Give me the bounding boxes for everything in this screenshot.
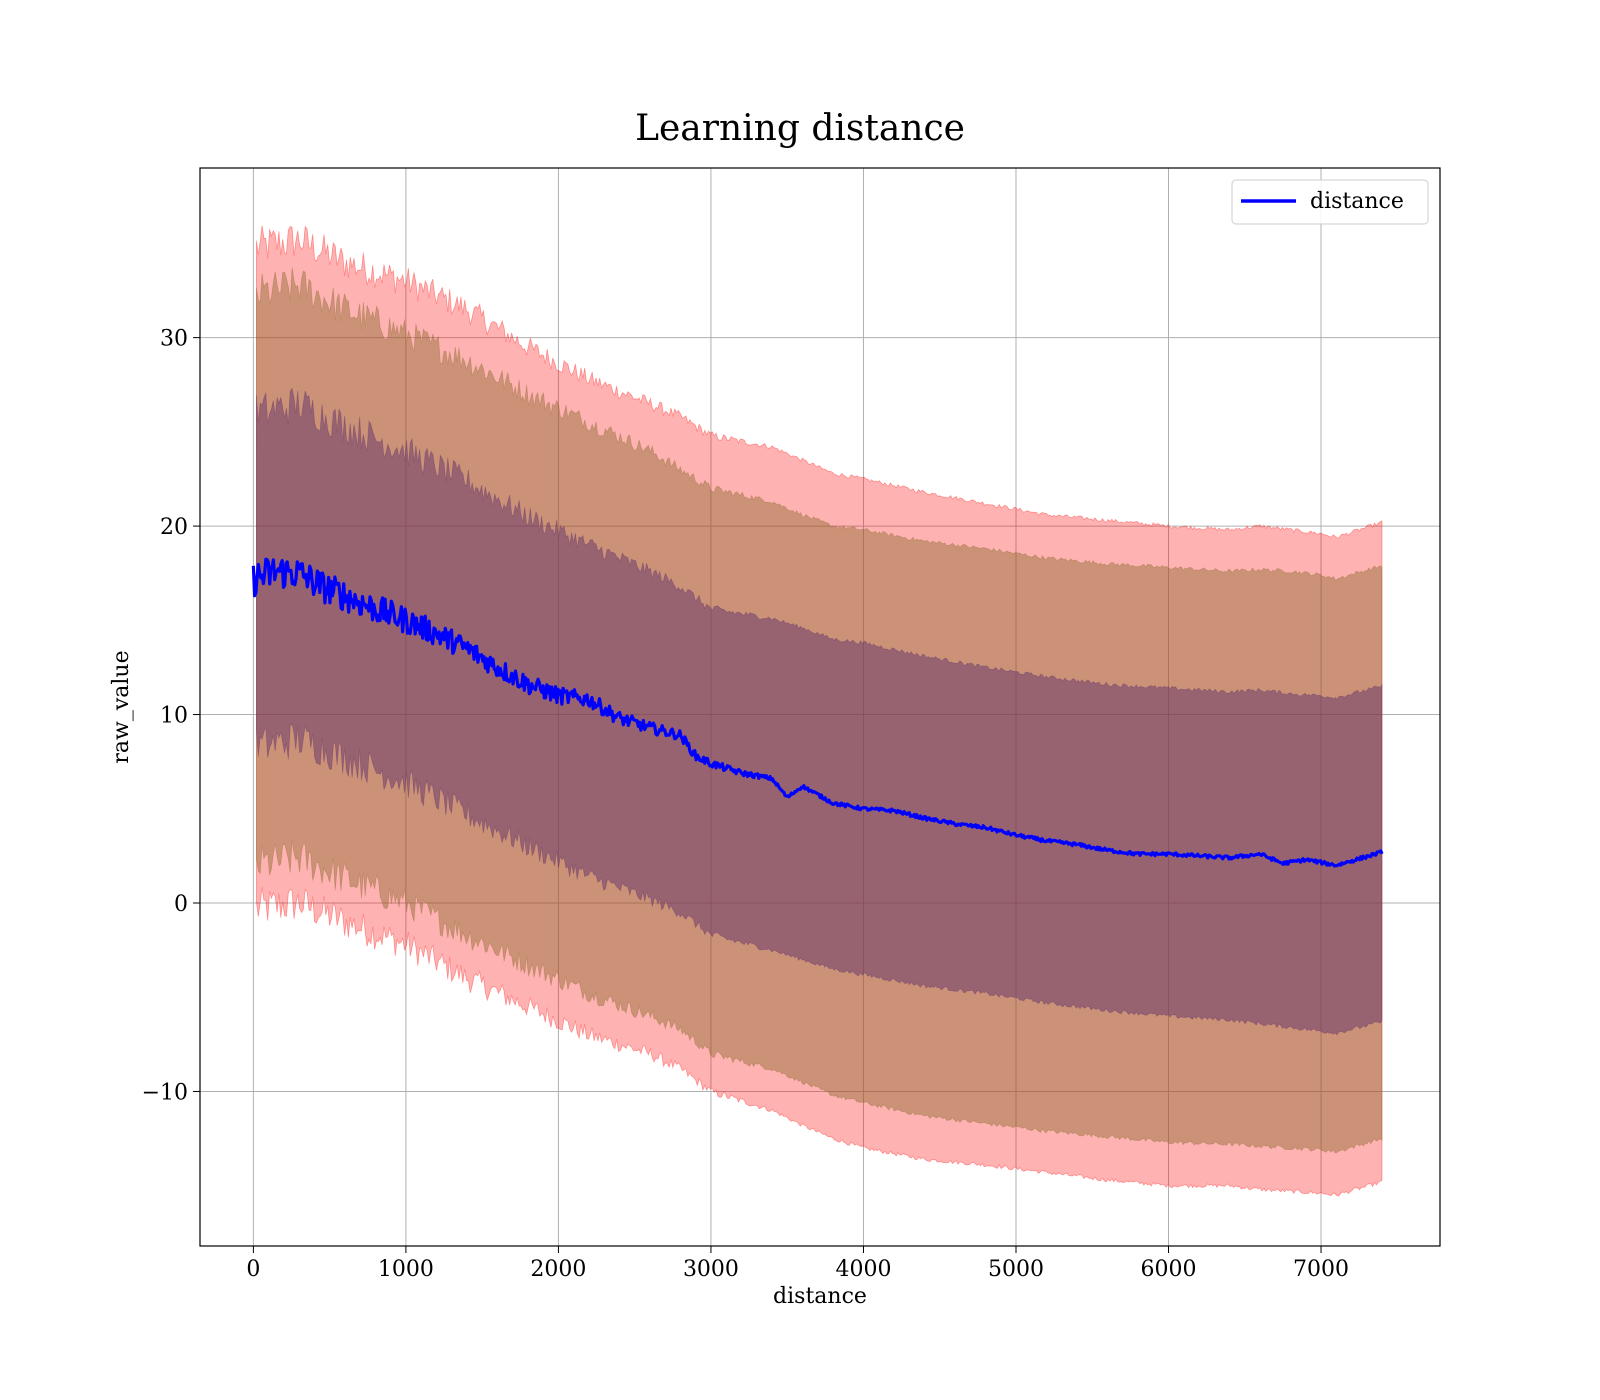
y-tick-label: 20 [160,515,188,540]
grid-lines [200,168,1440,1246]
x-tick-label: 4000 [835,1257,891,1282]
y-tick-label: −10 [142,1080,188,1105]
x-tick-label: 2000 [530,1257,586,1282]
confidence-bands [255,225,1383,1197]
band-inner [255,387,1383,1036]
x-axis-ticks: 0 1000 2000 3000 4000 5000 6000 7000 [246,1246,1349,1282]
x-tick-label: 1000 [378,1257,434,1282]
band-middle [255,267,1383,1154]
y-tick-label: 0 [174,892,188,917]
chart-title: Learning distance [635,108,965,149]
y-tick-label: 10 [160,704,188,729]
x-tick-label: 3000 [683,1257,739,1282]
y-tick-label: 30 [160,327,188,352]
plot-frame [199,167,1441,1247]
legend: distance [1231,179,1429,225]
x-axis-label: distance [773,1284,867,1309]
legend-box [1231,179,1429,225]
x-tick-label: 5000 [988,1257,1044,1282]
y-axis-label: raw_value [109,650,134,763]
legend-label: distance [1310,189,1404,214]
x-tick-label: 6000 [1141,1257,1197,1282]
x-tick-label: 0 [246,1257,260,1282]
y-axis-ticks: −10 0 10 20 30 [142,327,200,1105]
x-tick-label: 7000 [1293,1257,1349,1282]
series-lines [251,557,1384,868]
series-line-distance [251,557,1384,868]
band-outer [255,225,1383,1197]
